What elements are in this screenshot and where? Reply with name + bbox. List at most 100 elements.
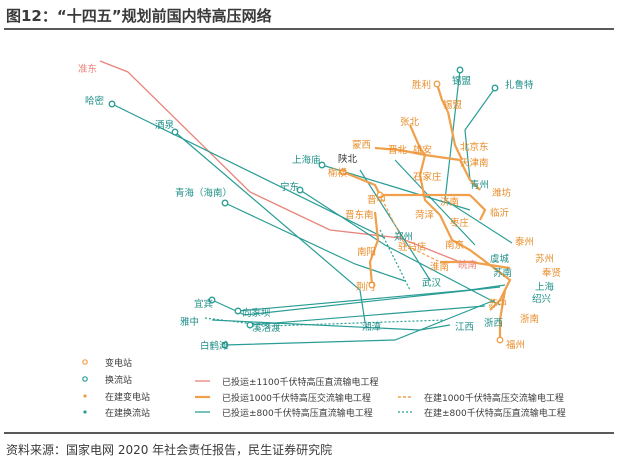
label-zhalute: 扎鲁特	[505, 79, 534, 91]
label-qingzhou: 青州	[470, 179, 489, 191]
label-ningdong: 宁东	[280, 181, 299, 193]
line-1100-zhundong-wannan	[99, 60, 461, 263]
line-shijiazhuang	[418, 154, 441, 216]
station-markers	[108, 66, 504, 349]
line-zhangbei-xiongan	[408, 124, 426, 156]
line-zhejiang	[498, 289, 507, 340]
station-jingmen	[368, 281, 376, 289]
station-yuheng	[339, 168, 347, 176]
label-yulin: 榆横	[328, 167, 348, 179]
label-weifang: 潍坊	[492, 187, 512, 199]
line-building-dc	[204, 317, 446, 327]
ac-1000-lines	[342, 83, 512, 340]
label-shengli: 胜利	[412, 79, 431, 91]
legend-line-800-building-label: 在建±800千伏特高压直流输电工程	[424, 407, 566, 419]
legend-sub-building-marker	[83, 394, 87, 398]
line-qinghai-henan	[224, 202, 406, 282]
label-jinbei: 晋北	[388, 145, 408, 156]
legend-substation-marker	[82, 359, 88, 365]
label-zhexi: 浙西	[484, 317, 503, 329]
label-ximeng: 锡盟	[452, 75, 472, 87]
label-suzhou: 苏州	[535, 253, 554, 265]
station-baihetan	[221, 341, 229, 349]
station-jinzhong	[376, 191, 384, 199]
line-zhalute-qingzhou	[464, 87, 496, 181]
label-wannan: 皖南	[458, 259, 477, 271]
label-yibin: 宜宾	[194, 298, 213, 310]
label-shanbei: 陕北	[338, 153, 358, 165]
legend-converter-marker	[82, 376, 88, 382]
label-mengxi: 蒙西	[352, 139, 371, 151]
line-jindongnan-nanyang	[368, 211, 380, 286]
label-jiangxi: 江西	[455, 322, 474, 333]
label-xiangtan: 湘潭	[362, 321, 382, 333]
station-hami	[108, 100, 116, 108]
line-xiluodu-zhexi	[249, 305, 486, 326]
line-mengxi-tianjin	[374, 146, 461, 162]
line-ximeng-taizhou	[444, 69, 513, 244]
legend-line-1000-building-label: 在建1000千伏特高压交流输电工程	[424, 392, 564, 404]
line-tianjin-qingzhou	[459, 159, 481, 191]
legend-line-800-label: 已投运±800千伏特高压直流输电工程	[222, 407, 373, 419]
station-zhalute	[491, 84, 499, 92]
label-baihetan: 白鹤滩	[200, 340, 229, 352]
station-shengli	[433, 80, 441, 88]
top-rule	[4, 28, 614, 30]
line-jinbei-nanjing	[394, 159, 476, 246]
source-note: 资料来源：国家电网 2020 年社会责任报告，民生证券研究院	[6, 443, 333, 457]
station-shanghaimiao	[318, 161, 326, 169]
legend-sub-building-label: 在建变电站	[105, 391, 150, 403]
label-zaozhuang: 枣庄	[450, 217, 470, 229]
line-jinan-linyi	[469, 194, 487, 221]
legend-line-1100-label: 已投运±1100千伏特高压直流输电工程	[222, 376, 378, 388]
label-yazhong: 雅中	[180, 316, 199, 328]
label-zhengzhou: 郑州	[394, 231, 413, 243]
label-wuhan: 武汉	[422, 277, 442, 289]
line-shengli-ximeng	[435, 83, 449, 113]
label-zhundong: 准东	[78, 63, 97, 75]
label-taizhou: 泰州	[515, 236, 534, 248]
place-labels: 准东 哈密 酒泉 青海（海南） 宁东 上海庙 陕北 榆横 晋中 晋东南 南阳 荆…	[78, 63, 562, 352]
station-xiangjiaba	[234, 307, 242, 315]
line-ximeng-beijing	[446, 111, 463, 161]
label-hami: 哈密	[85, 95, 105, 107]
legend-line-1000-label: 已投运1000千伏特高压交流输电工程	[222, 392, 371, 404]
label-nanjing: 南京	[445, 239, 464, 251]
label-linyi: 临沂	[490, 207, 510, 219]
bottom-rule	[4, 432, 614, 434]
building-lines	[204, 194, 446, 327]
label-zhenan: 浙南	[520, 313, 539, 325]
line-shanbei-wuhan	[359, 169, 431, 281]
label-xiongan: 雄安	[413, 144, 432, 156]
line-ningdong-zhejiang	[299, 189, 501, 306]
legend-conv-building-label: 在建换流站	[105, 407, 150, 419]
label-shanghai: 上海	[535, 281, 555, 293]
label-beijingdong: 北京东	[460, 141, 489, 153]
label-jingmen: 荆门	[356, 281, 375, 293]
label-qinghai: 青海（海南）	[175, 187, 232, 199]
line-jiuquan-xiangtan	[174, 131, 366, 323]
label-jindongnan: 晋东南	[345, 209, 374, 221]
label-jinzhong: 晋中	[367, 194, 386, 206]
label-huainan: 淮南	[430, 261, 449, 273]
label-shijiazhuang: 石家庄	[413, 171, 442, 183]
station-jiuquan	[171, 128, 179, 136]
label-yucheng: 虞城	[490, 253, 510, 265]
station-ximeng	[456, 66, 464, 74]
line-yuheng-jinzhong	[342, 170, 381, 196]
line-baihetan-jiangsu	[224, 299, 496, 346]
label-fengxian: 奉贤	[542, 267, 562, 279]
label-ximeng2: 锡盟	[443, 99, 463, 111]
line-huainan-shanghai	[440, 260, 511, 270]
label-shaoxing: 绍兴	[532, 293, 551, 305]
legend: 变电站 换流站 在建变电站 在建换流站 已投运±1100千伏特高压直流输电工程 …	[82, 357, 566, 419]
station-yibin	[208, 296, 216, 304]
label-jiuquan: 酒泉	[155, 119, 175, 131]
line-yibin-sunan	[211, 286, 501, 316]
station-fuzhou	[496, 336, 504, 344]
line-building-ac	[379, 194, 441, 263]
label-xiluodu: 溪洛渡	[252, 322, 281, 334]
line-building-dc2	[379, 229, 411, 291]
label-xiangjiaba: 向家坝	[242, 307, 271, 319]
